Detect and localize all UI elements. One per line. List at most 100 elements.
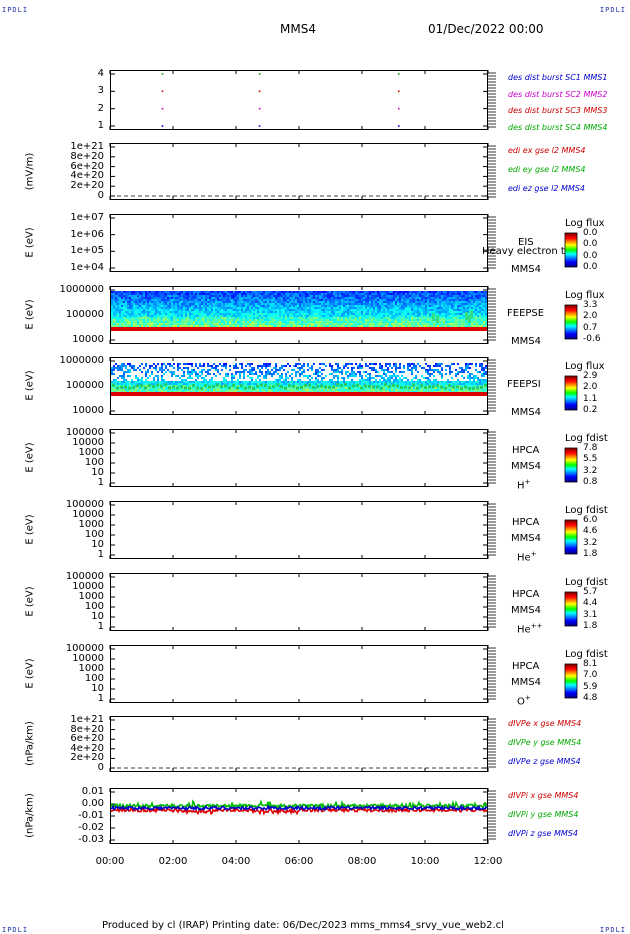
spectrogram-cell: [447, 305, 449, 307]
spectrogram-cell: [339, 301, 341, 303]
spectrogram-cell: [283, 295, 285, 297]
spectrogram-cell: [445, 317, 447, 319]
spectrogram-cell: [353, 303, 355, 305]
spectrogram-cell: [293, 309, 295, 311]
spectrogram-cell: [171, 305, 173, 307]
spectrogram-cell: [275, 307, 277, 309]
spectrogram-cell: [467, 291, 469, 293]
spectrogram-cell: [343, 301, 345, 303]
spectrogram-cell: [471, 325, 473, 327]
spectrogram-cell: [423, 321, 425, 323]
spectrogram-cell: [295, 321, 297, 323]
spectrogram-cell: [383, 319, 385, 321]
spectrogram-cell: [251, 309, 253, 311]
spectrogram-cell: [167, 321, 169, 323]
spectrogram-cell: [117, 319, 119, 321]
spectrogram-cell: [457, 305, 459, 307]
spectrogram-cell: [153, 305, 155, 307]
spectrogram-cell: [183, 301, 185, 303]
spectrogram-cell: [409, 291, 411, 293]
spectrogram-cell: [195, 295, 197, 297]
spectrogram-cell: [357, 323, 359, 325]
spectrogram-cell: [451, 303, 453, 305]
spectrogram-cell: [323, 317, 325, 319]
spectrogram-cell: [339, 307, 341, 309]
spectrogram-cell: [193, 369, 195, 371]
spectrogram-cell: [315, 295, 317, 297]
spectrogram-cell: [449, 321, 451, 323]
spectrogram-cell: [229, 301, 231, 303]
spectrogram-cell: [457, 291, 459, 293]
spectrogram-cell: [473, 301, 475, 303]
spectrogram-cell: [189, 311, 191, 313]
colorbar-label: 4.4: [583, 598, 598, 609]
spectrogram-cell: [399, 293, 401, 295]
spectrogram-cell: [387, 295, 389, 297]
spectrogram-cell: [219, 305, 221, 307]
spectrogram-cell: [159, 313, 161, 315]
spectrogram-cell: [151, 319, 153, 321]
spectrogram-cell: [319, 313, 321, 315]
spectrogram-cell: [151, 381, 153, 383]
spectrogram-cell: [165, 303, 167, 305]
spectrogram-cell: [467, 293, 469, 295]
spectrogram-cell: [281, 323, 283, 325]
spectrogram-cell: [455, 325, 457, 327]
spectrogram-cell: [483, 291, 485, 293]
spectrogram-cell: [237, 309, 239, 311]
y-tick-label: 100: [84, 601, 104, 612]
spectrogram-cell: [403, 307, 405, 309]
spectrogram-cell: [469, 297, 471, 299]
spectrogram-cell: [161, 311, 163, 313]
spectrogram-cell: [113, 321, 115, 323]
spectrogram-cell: [459, 295, 461, 297]
spectrogram-cell: [337, 299, 339, 301]
spectrogram-cell: [125, 307, 127, 309]
spectrogram-cell: [231, 291, 233, 293]
spectrogram-cell: [371, 323, 373, 325]
spectrogram-cell: [123, 313, 125, 315]
spectrogram-cell: [203, 299, 205, 301]
spectrogram-cell: [265, 295, 267, 297]
spectrogram-cell: [111, 373, 113, 375]
spectrogram-cell: [187, 373, 189, 375]
spectrogram-cell: [351, 303, 353, 305]
spectrogram-cell: [253, 293, 255, 295]
spectrogram-cell: [411, 325, 413, 327]
spectrogram-cell: [415, 295, 417, 297]
spectrogram-cell: [395, 311, 397, 313]
spectrogram-cell: [115, 309, 117, 311]
spectrogram-cell: [439, 303, 441, 305]
x-tick-label: 00:00: [95, 856, 125, 867]
spectrogram-cell: [287, 363, 289, 365]
spectrogram-cell: [211, 305, 213, 307]
spectrogram-cell: [225, 311, 227, 313]
spectrogram-cell: [209, 323, 211, 325]
spectrogram-cell: [481, 311, 483, 313]
spectrogram-cell: [367, 299, 369, 301]
spectrogram-cell: [439, 299, 441, 301]
spectrogram-cell: [423, 319, 425, 321]
spectrogram-cell: [111, 381, 113, 383]
spectrogram-cell: [367, 319, 369, 321]
spectrogram-cell: [203, 319, 205, 321]
spectrogram-cell: [195, 297, 197, 299]
spectrogram-cell: [165, 291, 167, 293]
spectrogram-cell: [133, 389, 135, 391]
spectrogram-cell: [119, 301, 121, 303]
spectrogram-cell: [253, 299, 255, 301]
spectrogram-cell: [415, 297, 417, 299]
spectrogram-cell: [165, 305, 167, 307]
spectrogram-cell: [125, 305, 127, 307]
spectrogram-cell: [419, 293, 421, 295]
spectrogram-cell: [157, 293, 159, 295]
corner-label: IPDLI: [599, 926, 626, 934]
spectrogram-cell: [231, 307, 233, 309]
spectrogram-cell: [469, 291, 471, 293]
spectrogram-cell: [379, 299, 381, 301]
spectrogram-cell: [301, 321, 303, 323]
spectrogram-cell: [209, 311, 211, 313]
spectrogram-cell: [143, 309, 145, 311]
spectrogram-cell: [157, 323, 159, 325]
spectrogram-cell: [413, 293, 415, 295]
